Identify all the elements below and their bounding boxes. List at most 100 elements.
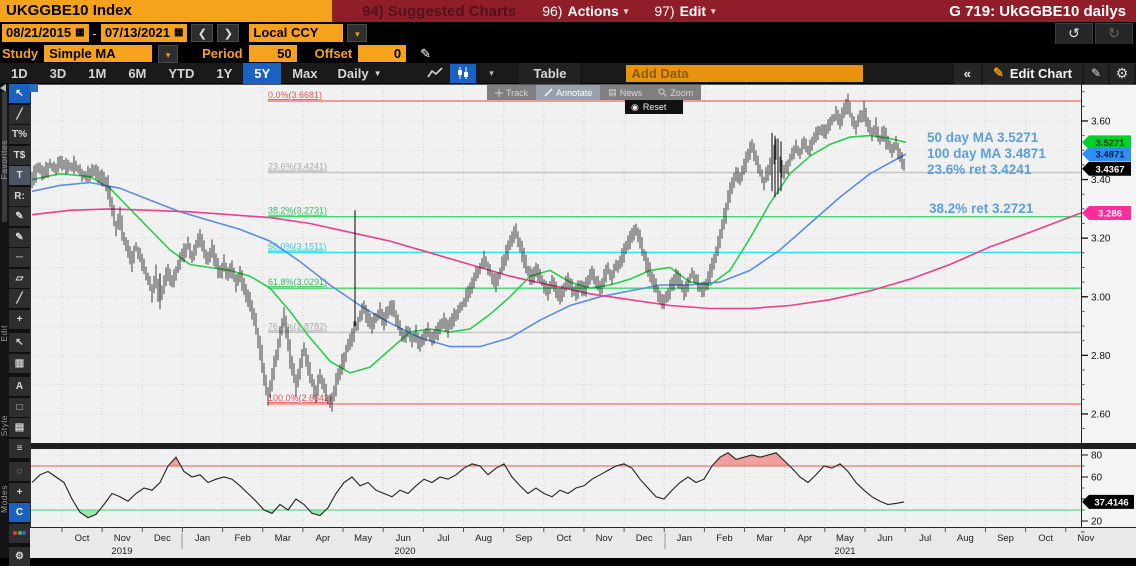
tab-ytd[interactable]: YTD [168,65,195,81]
gear-icon[interactable]: ⚙ [1110,62,1134,84]
redo-button[interactable]: ↻ [1095,23,1133,45]
date-range-dash: - [92,25,97,41]
frequency-select[interactable]: Daily ▼ [337,65,382,81]
collapse-panel-button[interactable]: « [953,62,981,84]
chevron-down-icon: ▼ [373,68,382,78]
offset-label: Offset [314,46,353,61]
date-to-field[interactable]: 07/13/2021 ▦ [100,24,188,42]
annotation-label-1: 100 day MA 3.4871 [927,146,1046,161]
delete-tool[interactable]: ▥ [9,353,30,373]
period-input[interactable]: 50 [248,45,297,62]
svg-text:Nov: Nov [1077,533,1094,544]
track-mode[interactable]: + [9,482,30,502]
title-bar: UKGGBE10 Index 94) Suggested Charts 96) … [0,0,1136,22]
chart-canvas[interactable]: 0.0%(3.6681) 23.6%(3.4241) 38.2%(3.2731) 50… [30,84,1136,558]
percent-retrace-tool[interactable]: T% [9,125,30,144]
chart-properties-icon[interactable]: ✎ [1084,62,1108,84]
regression-tool[interactable]: R: [9,186,30,206]
svg-text:3.00: 3.00 [1091,292,1111,303]
list-style-tool[interactable]: ≡ [9,438,30,458]
svg-text:80: 80 [1091,451,1103,462]
svg-text:Dec: Dec [636,533,653,544]
svg-text:0.0%(3.6681): 0.0%(3.6681) [268,90,322,100]
svg-text:May: May [836,533,854,544]
tab-6m[interactable]: 6M [128,65,147,81]
study-dropdown-button[interactable]: ▾ [158,44,179,63]
brush-tool[interactable]: ✎ [9,207,30,226]
line-chart-type-icon[interactable] [422,63,449,83]
svg-text:2020: 2020 [394,546,415,557]
trendline-tool[interactable]: ╱ [9,104,30,124]
table-button[interactable]: Table [519,62,581,84]
offset-input[interactable]: 0 [358,45,407,62]
tab-5y[interactable]: 5Y [243,62,282,84]
tab-3d[interactable]: 3D [49,65,67,81]
price-level-tool[interactable]: T$ [9,145,30,165]
ray-tool[interactable]: ╱ [9,289,30,308]
text-tool[interactable]: T [9,166,30,185]
candle-chart-type-icon[interactable] [450,63,477,83]
svg-text:37.4146: 37.4146 [1094,497,1128,508]
zoom-button[interactable]: Zoom [650,85,701,100]
study-label: Study [2,46,39,61]
security-ticker[interactable]: UKGGBE10 Index [0,0,332,22]
edit-menu[interactable]: 97) Edit ▾ [654,3,716,19]
tab-1y[interactable]: 1Y [216,65,233,81]
svg-text:3.286: 3.286 [1098,208,1122,219]
study-select[interactable]: Simple MA [44,45,153,62]
annotate-button[interactable]: Annotate [536,85,601,100]
cursor-tool[interactable]: ↖ [9,84,30,103]
tab-max[interactable]: Max [292,65,318,81]
date-from-field[interactable]: 08/21/2015 ▦ [2,24,89,42]
edit-chart-button[interactable]: ✎ Edit Chart [982,62,1082,84]
cursor-add-tool[interactable]: ↖ [9,333,30,352]
svg-text:Oct: Oct [556,533,571,544]
calendar-icon[interactable]: ▦ [173,27,184,38]
tab-1m[interactable]: 1M [88,65,107,81]
channel-tool[interactable]: ▱ [9,268,30,288]
annotation-style-tool[interactable]: A [9,377,30,396]
zoom-icon [658,88,668,97]
sidebar-scroll-strip[interactable]: Favorites Edit Style Modes [0,84,9,558]
range-toolbar: 1D 3D 1M 6M YTD 1Y 5Y Max Daily ▼ ▾ Tabl… [0,62,1136,84]
news-button[interactable]: ▤ News [608,87,643,98]
track-button[interactable]: Track [487,85,536,100]
chart-type-dropdown[interactable]: ▾ [478,63,505,83]
svg-text:Mar: Mar [756,533,772,544]
reset-icon: ◉ [631,101,639,112]
suggested-charts-menu[interactable]: 94) Suggested Charts [362,2,517,20]
panel-separator [30,443,1136,449]
undo-button[interactable]: ↺ [1055,23,1093,45]
actions-menu[interactable]: 96) Actions ▾ [542,3,629,19]
magnet-mode[interactable]: C [9,503,30,522]
svg-text:2.60: 2.60 [1091,409,1111,420]
tab-1d[interactable]: 1D [11,65,28,81]
calendar-icon[interactable]: ▦ [75,27,85,38]
horizontal-line-tool[interactable]: ─ [9,248,30,267]
color-mode[interactable] [9,523,30,543]
annotation-label-0: 50 day MA 3.5271 [927,130,1039,145]
bars-style-tool[interactable]: ▤ [9,418,30,437]
next-period-button[interactable]: ❯ [217,24,240,42]
svg-text:2.80: 2.80 [1091,351,1111,362]
currency-select[interactable]: Local CCY [249,24,344,42]
time-axis-background [30,527,1136,558]
svg-text:3.40: 3.40 [1091,175,1111,186]
lasso-mode[interactable]: ◌ [9,462,30,481]
move-tool[interactable]: + [9,309,30,329]
svg-text:Dec: Dec [154,533,171,544]
collapse-sidebar-icon[interactable] [0,84,6,92]
rsi-overbought-fill [32,452,904,466]
pencil-icon: ✎ [992,65,1004,80]
scrollbar-thumb[interactable] [2,92,7,222]
add-data-input[interactable]: Add Data [626,64,864,82]
pencil-tool[interactable]: ✎ [9,227,30,247]
currency-dropdown-button[interactable]: ▾ [347,24,368,42]
reset-zoom-button[interactable]: ◉ Reset [625,100,683,114]
prev-period-button[interactable]: ❮ [191,24,214,42]
period-label: Period [202,46,243,61]
rectangle-tool[interactable]: □ [9,397,30,417]
edit-study-pencil-icon[interactable]: ✎ [420,45,432,61]
chart-settings[interactable]: ⚙ [9,547,30,566]
svg-text:Apr: Apr [316,533,331,544]
